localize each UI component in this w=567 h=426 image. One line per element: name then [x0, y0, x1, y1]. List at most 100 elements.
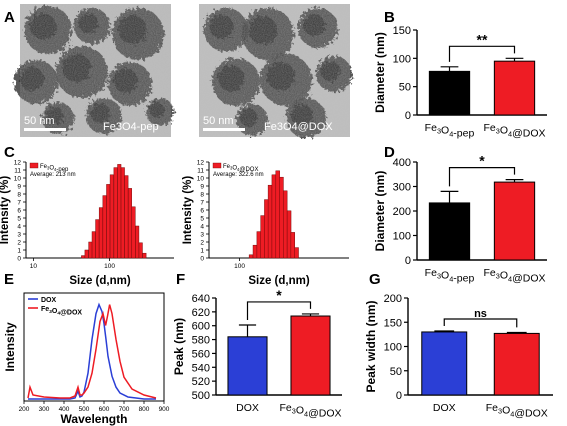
y-tick-label: 7: [200, 200, 204, 207]
histogram-bar: [283, 190, 288, 259]
y-tick-label: 640: [192, 293, 210, 305]
bar: [428, 70, 471, 116]
y-axis-label: Peak width (nm): [364, 300, 378, 392]
legend-label: Fe3O4-pep: [40, 164, 69, 173]
chart-e-fluorescence-spectra: 200 300 400 500 600 700 800 900 Intensity Wavelen…: [3, 292, 170, 426]
histogram-bar: [109, 174, 114, 259]
category-label: Fe3O4@DOX: [486, 402, 548, 419]
y-axis-label: Intensity: [3, 322, 17, 372]
histogram-bar: [138, 242, 143, 259]
significance-bracket: [448, 45, 516, 62]
y-tick-label: 5: [200, 216, 204, 223]
tem-image-fe3o4-pep: 50 nm Fe3O4-pep: [14, 4, 174, 137]
y-axis-label: Diameter (nm): [373, 32, 387, 113]
histogram-bar: [117, 164, 122, 259]
y-axis-label: Peak (nm): [172, 318, 186, 375]
x-axis-label: Size (d,nm): [69, 275, 131, 287]
x-tick-label: 500: [79, 406, 90, 413]
bar: [428, 202, 471, 261]
chart-d-diameter-dls: 0 100 200 300 400 Diameter (nm) Fe3O4-pep Fe3O4…: [373, 153, 547, 284]
scale-bar-label: 50 nm: [24, 115, 55, 127]
y-axis-label: Intensity (%): [182, 176, 194, 245]
bar: [493, 332, 540, 396]
y-tick-label: 100: [384, 342, 402, 354]
x-tick-label: 600: [99, 406, 110, 413]
y-tick-label: 2: [200, 240, 204, 247]
y-tick-label: 8: [17, 192, 21, 199]
legend-swatch: [212, 162, 222, 169]
significance-bracket: [246, 301, 312, 321]
y-tick-label: 620: [192, 307, 210, 319]
category-label: Fe3O4@DOX: [483, 267, 545, 284]
y-tick-label: 10: [197, 176, 205, 183]
histogram-bar: [95, 219, 100, 259]
histogram-bar: [271, 174, 277, 259]
histogram-bar: [294, 247, 299, 259]
y-tick-label: 6: [200, 208, 204, 215]
y-tick-label: 12: [14, 160, 22, 167]
legend-note: Average: 213 nm: [30, 172, 76, 178]
significance-marker: *: [479, 153, 485, 169]
y-tick-label: 9: [200, 184, 204, 191]
x-axis-label: Size (d,nm): [248, 275, 310, 287]
histogram-bar: [142, 252, 147, 259]
significance-marker: *: [276, 287, 282, 303]
y-tick-label: 12: [197, 160, 205, 167]
significance-bracket: [448, 167, 516, 187]
chart-b-diameter-tem: 0 50 100 150 Diameter (nm) Fe3O4-pep Fe3O4@DOX…: [373, 25, 547, 139]
x-tick-label: 200: [19, 406, 30, 413]
y-tick-label: 500: [192, 390, 210, 402]
x-tick-label: 300: [39, 406, 50, 413]
y-tick-label: 2: [17, 240, 21, 247]
y-tick-label: 1: [17, 248, 21, 255]
histogram-bar: [252, 244, 258, 259]
histogram-bar: [102, 195, 107, 259]
chart-g-peak-width: 0 50 100 150 200 Peak width (nm) DOX Fe3O4@DOX n…: [364, 293, 553, 419]
histogram-bar: [98, 207, 103, 259]
y-tick-label: 100: [393, 231, 411, 243]
histogram-bar: [264, 199, 269, 259]
y-tick-label: 540: [192, 362, 210, 374]
x-tick-label: 700: [119, 406, 130, 413]
y-tick-label: 11: [14, 168, 21, 175]
bar: [290, 315, 331, 396]
y-tick-label: 100: [393, 53, 411, 65]
y-tick-label: 5: [17, 216, 21, 223]
y-axis-label: Intensity (%): [0, 176, 11, 245]
x-tick-label: 10: [30, 263, 38, 270]
histogram-bar: [248, 254, 254, 259]
histogram-bar: [124, 175, 129, 259]
y-tick-label: 150: [384, 317, 402, 329]
legend-label: DOX: [41, 297, 57, 304]
x-tick-label: 900: [159, 406, 170, 413]
significance-marker: ns: [474, 308, 487, 320]
y-tick-label: 7: [17, 200, 21, 207]
panel-letter-a: A: [4, 9, 15, 26]
scale-bar-label: 50 nm: [203, 115, 234, 127]
series-line: [27, 304, 157, 399]
histogram-bar: [286, 210, 292, 259]
category-label: Fe3O4@DOX: [279, 402, 341, 419]
y-tick-label: 4: [17, 224, 21, 231]
y-tick-label: 9: [17, 184, 21, 191]
y-tick-label: 6: [17, 208, 21, 215]
y-tick-label: 400: [393, 157, 411, 169]
bar: [493, 60, 536, 116]
histogram-bar: [113, 167, 118, 259]
tem-label-fe3o4-dox: Fe3O4@DOX: [264, 121, 333, 133]
legend-swatch: [29, 162, 39, 169]
y-tick-label: 4: [200, 224, 204, 231]
y-tick-label: 10: [14, 176, 22, 183]
histogram-bar: [106, 184, 111, 259]
bar: [493, 181, 536, 261]
y-tick-label: 8: [200, 192, 204, 199]
y-tick-label: 560: [192, 348, 210, 360]
x-tick-label: 100: [234, 263, 245, 270]
histogram-bar: [290, 232, 295, 259]
scale-bar: [24, 128, 66, 131]
y-tick-label: 520: [192, 376, 210, 388]
y-tick-label: 1: [200, 248, 204, 255]
